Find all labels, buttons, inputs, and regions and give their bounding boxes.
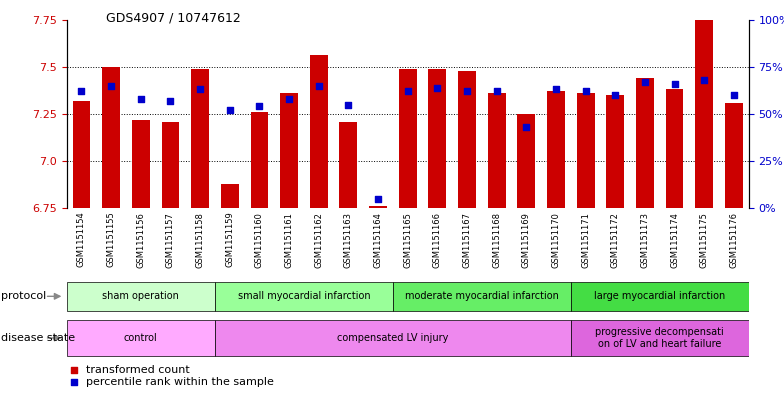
Text: GSM1151163: GSM1151163 bbox=[344, 212, 353, 268]
Point bbox=[728, 92, 740, 98]
Point bbox=[194, 86, 206, 93]
Bar bbox=[67, 282, 215, 311]
Point bbox=[135, 96, 147, 102]
Text: GSM1151172: GSM1151172 bbox=[611, 212, 620, 268]
Text: small myocardial infarction: small myocardial infarction bbox=[238, 291, 370, 301]
Text: compensated LV injury: compensated LV injury bbox=[337, 333, 448, 343]
Text: GSM1151154: GSM1151154 bbox=[77, 212, 86, 267]
Point bbox=[698, 77, 710, 83]
Bar bbox=[458, 71, 476, 208]
Bar bbox=[695, 20, 713, 208]
Bar bbox=[571, 282, 749, 311]
Point bbox=[75, 88, 88, 94]
Point bbox=[313, 83, 325, 89]
Point bbox=[609, 92, 622, 98]
Bar bbox=[725, 103, 742, 208]
Text: large myocardial infarction: large myocardial infarction bbox=[594, 291, 725, 301]
Bar bbox=[73, 101, 90, 208]
Bar bbox=[102, 67, 120, 208]
Text: transformed count: transformed count bbox=[86, 365, 190, 375]
Bar bbox=[577, 93, 594, 208]
Bar bbox=[280, 93, 298, 208]
Point bbox=[550, 86, 562, 93]
Bar bbox=[67, 320, 215, 356]
Text: GSM1151169: GSM1151169 bbox=[522, 212, 531, 268]
Text: GSM1151168: GSM1151168 bbox=[492, 212, 501, 268]
Text: GSM1151156: GSM1151156 bbox=[136, 212, 145, 268]
Point bbox=[579, 88, 592, 94]
Point bbox=[668, 81, 681, 87]
Text: GSM1151166: GSM1151166 bbox=[433, 212, 442, 268]
Bar bbox=[428, 69, 446, 208]
Point bbox=[253, 103, 266, 110]
Text: GSM1151158: GSM1151158 bbox=[195, 212, 205, 268]
Text: GSM1151161: GSM1151161 bbox=[285, 212, 293, 268]
Bar bbox=[215, 320, 571, 356]
Text: GSM1151164: GSM1151164 bbox=[373, 212, 383, 268]
Bar bbox=[606, 95, 624, 208]
Text: GSM1151167: GSM1151167 bbox=[463, 212, 471, 268]
Bar bbox=[339, 121, 358, 208]
Text: control: control bbox=[124, 333, 158, 343]
Text: GSM1151160: GSM1151160 bbox=[255, 212, 264, 268]
Bar bbox=[221, 184, 238, 208]
Text: GSM1151173: GSM1151173 bbox=[641, 212, 649, 268]
Text: disease state: disease state bbox=[1, 333, 75, 343]
Text: GSM1151159: GSM1151159 bbox=[225, 212, 234, 267]
Bar bbox=[251, 112, 268, 208]
Text: GSM1151165: GSM1151165 bbox=[403, 212, 412, 268]
Point bbox=[328, 203, 340, 209]
Text: GSM1151155: GSM1151155 bbox=[107, 212, 115, 267]
Text: GSM1151176: GSM1151176 bbox=[729, 212, 739, 268]
Point bbox=[639, 79, 652, 85]
Bar bbox=[310, 55, 328, 208]
Text: sham operation: sham operation bbox=[103, 291, 180, 301]
Bar bbox=[132, 119, 150, 208]
Bar bbox=[571, 320, 749, 356]
Point bbox=[520, 124, 532, 130]
Point bbox=[283, 96, 296, 102]
Point bbox=[431, 84, 444, 91]
Point bbox=[105, 83, 118, 89]
Text: protocol: protocol bbox=[1, 291, 46, 301]
Bar bbox=[636, 78, 654, 208]
Text: GSM1151162: GSM1151162 bbox=[314, 212, 323, 268]
Point bbox=[328, 310, 340, 316]
Point bbox=[223, 107, 236, 113]
Bar bbox=[191, 69, 209, 208]
Text: GSM1151157: GSM1151157 bbox=[166, 212, 175, 268]
Point bbox=[461, 88, 474, 94]
Text: GDS4907 / 10747612: GDS4907 / 10747612 bbox=[106, 12, 241, 25]
Point bbox=[401, 88, 414, 94]
Point bbox=[372, 196, 384, 202]
Text: GSM1151174: GSM1151174 bbox=[670, 212, 679, 268]
Bar bbox=[393, 282, 571, 311]
Point bbox=[490, 88, 503, 94]
Bar bbox=[162, 121, 180, 208]
Bar bbox=[547, 91, 564, 208]
Point bbox=[164, 97, 176, 104]
Bar bbox=[399, 69, 416, 208]
Text: percentile rank within the sample: percentile rank within the sample bbox=[86, 377, 274, 387]
Text: GSM1151170: GSM1151170 bbox=[551, 212, 561, 268]
Text: GSM1151175: GSM1151175 bbox=[700, 212, 709, 268]
Text: progressive decompensati
on of LV and heart failure: progressive decompensati on of LV and he… bbox=[595, 327, 724, 349]
Bar bbox=[666, 90, 684, 208]
Text: moderate myocardial infarction: moderate myocardial infarction bbox=[405, 291, 559, 301]
Bar bbox=[369, 206, 387, 208]
Bar bbox=[517, 114, 535, 208]
Bar bbox=[488, 93, 506, 208]
Bar bbox=[215, 282, 393, 311]
Text: GSM1151171: GSM1151171 bbox=[581, 212, 590, 268]
Point bbox=[342, 101, 354, 108]
